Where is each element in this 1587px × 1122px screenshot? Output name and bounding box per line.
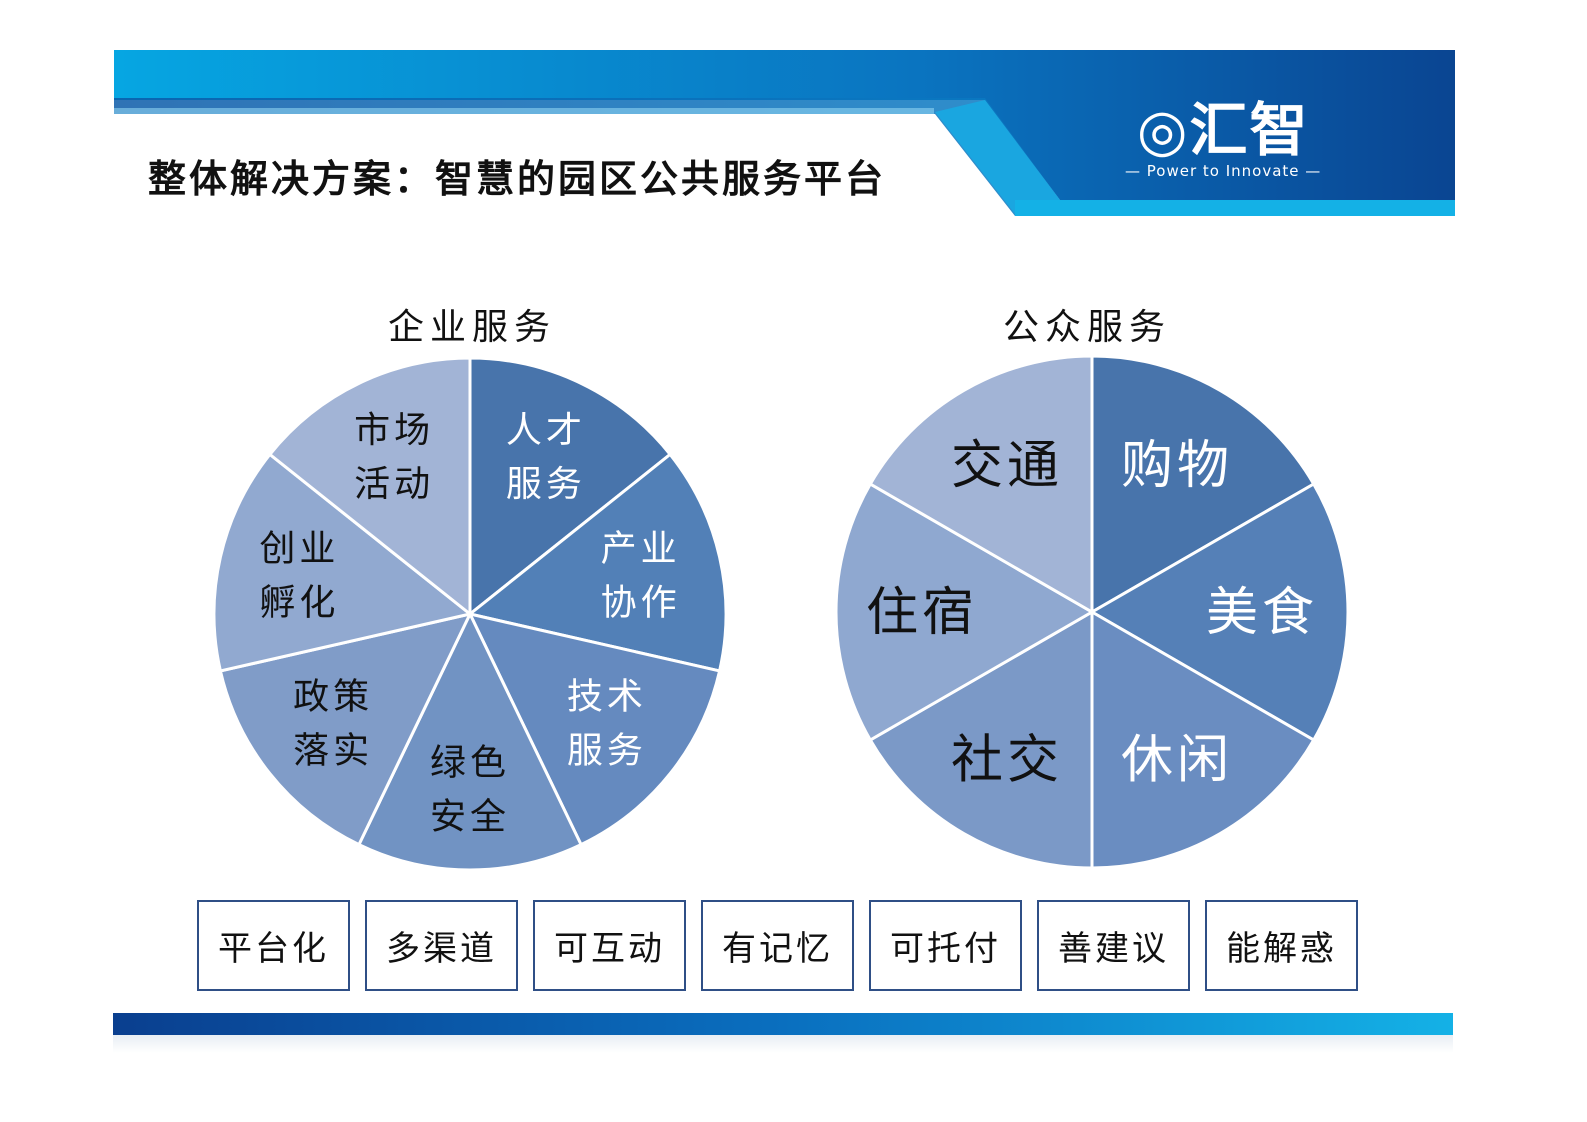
feature-boxes: 平台化 多渠道 可互动 有记忆 可托付 善建议 能解惑 (197, 900, 1358, 991)
enterprise-slice (218, 611, 473, 847)
enterprise-slice (267, 356, 472, 618)
company-logo: ◎汇智 — Power to Innovate — (1125, 98, 1321, 180)
public-slice-label: 交通 (951, 436, 1063, 496)
enterprise-slice-label: 绿色安全 (430, 743, 510, 838)
enterprise-slice (468, 356, 673, 618)
public-slice (834, 481, 1096, 743)
feature-box: 平台化 (197, 900, 350, 991)
enterprise-slice-label: 产业协作 (601, 529, 681, 624)
leaf-circle-icon: ◎ (1136, 96, 1190, 164)
footer-bar (113, 1013, 1453, 1035)
logo-mark: ◎汇智 (1136, 96, 1310, 164)
public-slice (1090, 609, 1316, 870)
feature-box: 可互动 (533, 900, 686, 991)
enterprise-slice (466, 452, 728, 673)
feature-box: 多渠道 (365, 900, 518, 991)
public-slice-label: 住宿 (866, 583, 978, 643)
enterprise-slice (212, 452, 474, 673)
enterprise-slice-label: 政策落实 (293, 677, 373, 772)
feature-box: 有记忆 (701, 900, 854, 991)
public-slice (868, 609, 1094, 870)
public-slice-label: 休闲 (1121, 730, 1233, 790)
feature-box: 可托付 (869, 900, 1022, 991)
enterprise-slice-label: 市场活动 (354, 410, 434, 505)
enterprise-slice-label: 人才服务 (506, 410, 586, 505)
enterprise-pie-title: 企业服务 (388, 307, 557, 348)
header-banner (114, 50, 1455, 216)
public-slice (868, 354, 1094, 615)
enterprise-slice-label: 创业孵化 (259, 529, 339, 624)
enterprise-slice (467, 611, 722, 847)
feature-box: 善建议 (1037, 900, 1190, 991)
public-slice (1089, 481, 1350, 743)
public-slice-label: 购物 (1121, 436, 1233, 496)
enterprise-slice-label: 技术服务 (567, 677, 647, 772)
public-pie-title: 公众服务 (1003, 307, 1172, 348)
footer-shadow (113, 1035, 1453, 1053)
public-slice (1090, 354, 1316, 615)
logo-tagline: — Power to Innovate — (1125, 162, 1322, 180)
feature-box: 能解惑 (1205, 900, 1358, 991)
enterprise-slice (356, 610, 584, 872)
public-slice-label: 美食 (1206, 583, 1318, 643)
public-slice-label: 社交 (951, 730, 1063, 790)
page-title: 整体解决方案：智慧的园区公共服务平台 (148, 156, 887, 201)
